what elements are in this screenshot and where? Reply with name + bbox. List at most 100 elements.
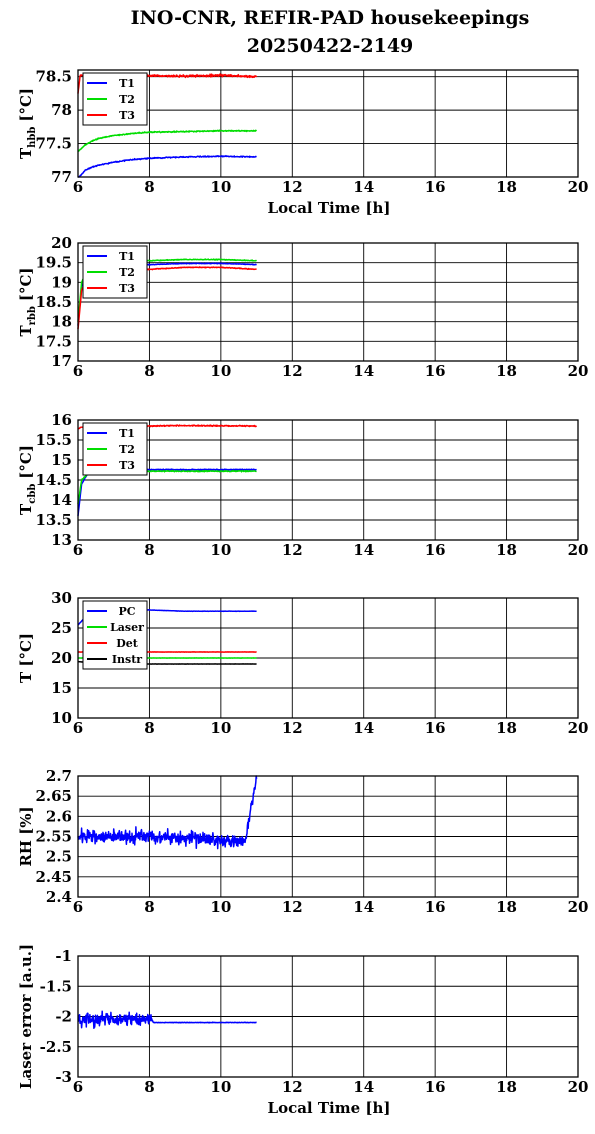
y-label-subscript: cbb <box>27 484 38 504</box>
x-tick-label: 8 <box>144 362 154 380</box>
x-tick-label: 20 <box>568 1078 589 1096</box>
legend-label-t2: T2 <box>119 93 135 106</box>
y-tick-label: 2.7 <box>46 767 72 785</box>
y-tick-label: 2.5 <box>46 848 72 866</box>
x-tick-label: 14 <box>353 541 374 559</box>
y-tick-label: 78 <box>51 101 72 119</box>
y-tick-label: 13 <box>51 531 72 549</box>
grid <box>77 70 579 178</box>
legend-label-det: Det <box>116 637 139 650</box>
y-tick-label: 25 <box>51 619 72 637</box>
x-tick-label: 16 <box>425 898 446 916</box>
legend-label-t2: T2 <box>119 266 135 279</box>
x-tick-label: 6 <box>73 898 83 916</box>
legend-label-t3: T3 <box>119 109 135 122</box>
x-tick-label: 14 <box>353 362 374 380</box>
y-tick-label: 20 <box>51 234 72 252</box>
y-axis-label: Laser error [a.u.] <box>17 944 35 1089</box>
x-tick-label: 12 <box>282 898 303 916</box>
y-tick-label: -1.5 <box>40 977 72 995</box>
legend-label-t2: T2 <box>119 443 135 456</box>
x-tick-label: 12 <box>282 719 303 737</box>
y-tick-label: 2.45 <box>35 868 72 886</box>
x-tick-label: 10 <box>210 541 231 559</box>
x-tick-label: 8 <box>144 719 154 737</box>
x-tick-label: 16 <box>425 719 446 737</box>
x-tick-label: 14 <box>353 178 374 196</box>
y-tick-label: 20 <box>51 649 72 667</box>
y-axis-label: Tcbb [°C] <box>17 445 38 515</box>
legend-label-t3: T3 <box>119 459 135 472</box>
y-tick-label: 19.5 <box>35 254 72 272</box>
y-axis-label: Thbb [°C] <box>17 88 38 159</box>
panels: 6 8 10 12 14 16 18 20 77 77.5 78 78.5 Local Time [h]… <box>17 68 588 1117</box>
y-label-main: RH [%] <box>17 806 35 866</box>
chart-panel-5: 6 8 10 12 14 16 18 20 2.4 2.45 2.5 2.55 2.6 2.65 2.7 RH… <box>17 767 588 916</box>
x-tick-label: 16 <box>425 362 446 380</box>
x-tick-label: 10 <box>210 362 231 380</box>
y-label-unit: [°C] <box>17 88 35 122</box>
plot-frame <box>77 597 579 719</box>
y-tick-label: 15.5 <box>35 431 72 449</box>
y-axis-label: Trbb [°C] <box>17 267 38 336</box>
legend-label-t3: T3 <box>119 282 135 295</box>
figure-title: INO-CNR, REFIR-PAD housekeepings <box>131 7 530 29</box>
y-label-main: T <box>17 147 35 159</box>
y-tick-label: -2 <box>55 1008 72 1026</box>
x-tick-label: 18 <box>496 719 517 737</box>
legend-label-t1: T1 <box>119 427 135 440</box>
y-label-subscript: hbb <box>27 127 38 148</box>
chart-panel-3: 6 8 10 12 14 16 18 20 13 13.5 14 14.5 15 15.5 16 Tcbb [°… <box>17 411 588 559</box>
legend-label-instr: Instr <box>112 653 142 666</box>
y-tick-label: 13.5 <box>35 511 72 529</box>
y-tick-label: 19 <box>51 273 72 291</box>
x-tick-label: 16 <box>425 541 446 559</box>
y-tick-label: 15 <box>51 679 72 697</box>
x-tick-label: 12 <box>282 362 303 380</box>
x-tick-label: 8 <box>144 898 154 916</box>
y-tick-label: 78.5 <box>35 68 72 86</box>
x-axis-label: Local Time [h] <box>268 199 391 217</box>
x-tick-label: 10 <box>210 1078 231 1096</box>
chart-panel-6: 6 8 10 12 14 16 18 20 -3 -2.5 -2 -1.5 -1 Local Time [… <box>17 944 588 1117</box>
grid <box>77 419 579 541</box>
x-tick-label: 14 <box>353 898 374 916</box>
x-tick-label: 20 <box>568 178 589 196</box>
plot-frame <box>77 69 579 178</box>
y-tick-label: -3 <box>55 1068 72 1086</box>
y-axis-label: RH [%] <box>17 806 35 866</box>
x-tick-label: 12 <box>282 178 303 196</box>
x-tick-label: 10 <box>210 719 231 737</box>
plot-frame <box>77 775 579 898</box>
chart-panel-1: 6 8 10 12 14 16 18 20 77 77.5 78 78.5 Local Time [h]… <box>17 68 588 217</box>
y-label-main: T <box>17 325 35 337</box>
legend: T1 T2 T3 <box>82 72 148 126</box>
figure-date: 20250422-2149 <box>247 35 414 57</box>
y-label-unit: [°C] <box>17 445 35 479</box>
plot-frame <box>77 955 579 1078</box>
y-tick-label: 2.65 <box>35 787 72 805</box>
x-tick-label: 12 <box>282 1078 303 1096</box>
x-axis-label: Local Time [h] <box>268 1099 391 1117</box>
y-label-unit: [°C] <box>17 267 35 301</box>
y-tick-label: 14 <box>51 491 72 509</box>
legend: T1 T2 T3 <box>82 422 148 476</box>
x-tick-label: 20 <box>568 719 589 737</box>
series-line-t1 <box>77 154 257 178</box>
x-tick-label: 10 <box>210 898 231 916</box>
x-tick-label: 6 <box>73 719 83 737</box>
x-tick-label: 8 <box>144 541 154 559</box>
x-tick-label: 6 <box>73 1078 83 1096</box>
x-tick-label: 18 <box>496 362 517 380</box>
y-label-main: T <box>17 503 35 515</box>
x-tick-label: 6 <box>73 362 83 380</box>
y-tick-label: 77.5 <box>35 135 72 153</box>
legend-box <box>82 600 148 670</box>
chart-panel-4: 6 8 10 12 14 16 18 20 10 15 20 25 30 T [°C] PC Laser Det… <box>17 589 588 737</box>
plot-frame <box>77 242 579 362</box>
y-tick-label: 10 <box>51 709 72 727</box>
x-tick-label: 10 <box>210 178 231 196</box>
y-tick-label: 18 <box>51 313 72 331</box>
y-tick-label: 2.55 <box>35 828 72 846</box>
